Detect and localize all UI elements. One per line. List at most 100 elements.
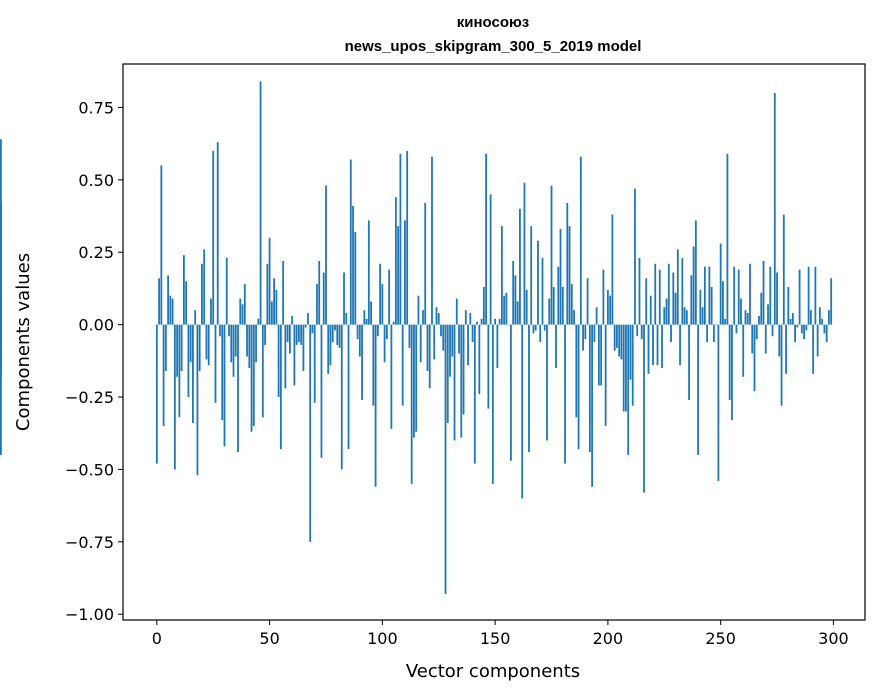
bar-19: [198, 324, 201, 371]
bar-193: [591, 324, 593, 487]
bar-299: [830, 278, 833, 325]
bar-221: [654, 263, 657, 325]
bar-286: [800, 324, 803, 334]
bar-39: [243, 284, 246, 325]
bar-132: [453, 324, 456, 441]
x-tick-label: 250: [705, 629, 736, 648]
bar-164: [525, 289, 528, 325]
bar-178: [557, 266, 560, 325]
bar-104: [390, 324, 393, 429]
bar-117: [419, 324, 422, 363]
bar-41: [248, 324, 251, 369]
bar-35: [234, 324, 237, 357]
bar-58: [286, 324, 289, 343]
bar-44: [255, 324, 257, 363]
chart-subtitle: news_upos_skipgram_300_5_2019 model: [345, 38, 642, 55]
bar-71: [316, 284, 318, 325]
bar-215: [640, 324, 643, 340]
bar-258: [737, 269, 740, 325]
bar-11: [180, 324, 183, 371]
bar-277: [780, 324, 783, 406]
bar-239: [694, 220, 697, 325]
bar-60: [291, 315, 294, 325]
bar-227: [667, 263, 670, 325]
bar-195: [595, 307, 598, 325]
bar-292: [814, 266, 817, 325]
bar-202: [611, 214, 614, 325]
bar-61: [293, 324, 296, 386]
bar-13: [185, 281, 188, 325]
bar-3: [162, 324, 165, 426]
bar-12: [182, 255, 185, 325]
bar-231: [676, 249, 679, 325]
bar-242: [701, 307, 704, 325]
bar-283: [794, 324, 796, 343]
bar-68: [309, 324, 312, 542]
bar-1: [158, 278, 160, 325]
x-axis-label: Vector components: [406, 661, 580, 682]
bar-74: [322, 272, 325, 325]
bar-84: [345, 313, 348, 325]
y-tick-label: 0.25: [78, 243, 114, 262]
bar-159: [514, 275, 517, 325]
bar-269: [762, 260, 765, 325]
bar-287: [803, 324, 805, 340]
bar-251: [722, 281, 724, 325]
bar-33: [230, 324, 233, 363]
bar-undefined: [0, 324, 2, 455]
bar-198: [602, 269, 605, 325]
bar-70: [313, 324, 316, 403]
bar-249: [717, 324, 720, 482]
bar-225: [663, 307, 666, 325]
bar-114: [413, 324, 415, 438]
bar-155: [505, 292, 508, 325]
bar-219: [649, 295, 652, 325]
bar-32: [228, 324, 230, 337]
bar-278: [782, 214, 785, 325]
bar-187: [577, 324, 580, 450]
y-axis-label: Components values: [13, 253, 34, 431]
bar-185: [573, 310, 575, 325]
x-tick-label: 300: [818, 629, 849, 648]
bar-22: [205, 324, 208, 360]
y-tick-label: −0.75: [65, 533, 114, 552]
bar-295: [821, 318, 824, 325]
bar-147: [487, 324, 490, 409]
bar-194: [593, 324, 596, 343]
bar-229: [672, 272, 675, 325]
bar-230: [674, 292, 677, 325]
bar-28: [219, 324, 221, 337]
bar-7: [171, 298, 174, 325]
bar-97: [374, 324, 377, 487]
bar-107: [397, 226, 400, 325]
bar-214: [638, 258, 641, 325]
bar-241: [699, 289, 702, 325]
bar-109: [401, 324, 404, 406]
bar-276: [778, 324, 781, 357]
bar-67: [307, 313, 309, 325]
chart-title: киносоюз: [457, 14, 530, 31]
bar-223: [658, 269, 661, 325]
x-axis-ticks: 0 50 100 150 200 250 300: [152, 620, 849, 648]
bar-288: [805, 324, 808, 331]
bar-186: [575, 324, 578, 418]
bar-82: [340, 324, 343, 470]
bar-52: [273, 278, 275, 325]
bar-108: [399, 153, 402, 325]
bar-9: [176, 324, 179, 377]
bar-232: [679, 324, 681, 366]
bar-69: [311, 324, 314, 334]
bar-273: [771, 324, 774, 337]
bar-87: [352, 205, 354, 325]
bar-5: [167, 275, 169, 325]
bar-55: [279, 324, 282, 450]
bar-85: [347, 324, 350, 450]
bar-120: [426, 324, 429, 371]
bar-261: [744, 310, 747, 325]
bar-160: [516, 301, 519, 325]
bar-262: [746, 313, 749, 325]
bar-47: [261, 324, 264, 418]
bar-75: [325, 185, 327, 325]
bar-73: [320, 324, 323, 458]
